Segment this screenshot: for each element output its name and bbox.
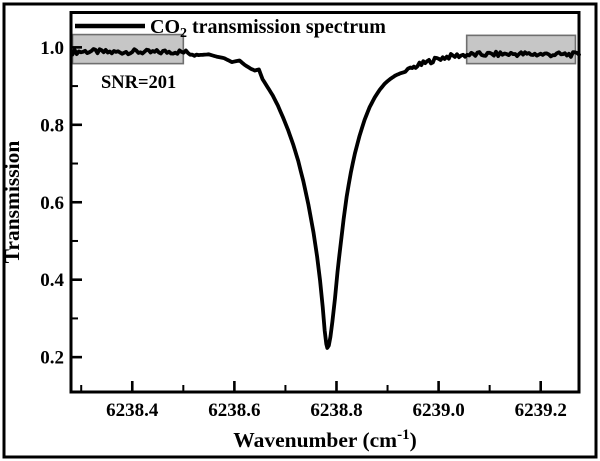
snr-annotation: SNR=201 bbox=[101, 73, 176, 93]
spectrum-curve bbox=[70, 47, 581, 350]
y-axis-title: Transmission bbox=[0, 141, 24, 264]
spectrum-line-path bbox=[70, 47, 581, 350]
plot-border bbox=[69, 11, 581, 394]
x-tick-label: 6238.4 bbox=[106, 400, 159, 421]
y-tick-label: 0.4 bbox=[40, 270, 64, 291]
x-tick-label: 6239.0 bbox=[412, 400, 464, 421]
x-tick-label: 6238.8 bbox=[310, 400, 362, 421]
axis-tick-labels: 6238.4 6238.6 6238.8 6239.0 6239.2 1.0 0.8 0.6 0… bbox=[40, 38, 567, 421]
y-tick-label: 0.8 bbox=[40, 115, 64, 136]
y-tick-label: 0.6 bbox=[40, 193, 64, 214]
y-tick-label: 0.2 bbox=[40, 348, 64, 369]
legend-label: CO2 transmission spectrum bbox=[150, 16, 386, 41]
axis-ticks bbox=[72, 46, 543, 391]
x-axis-title: Wavenumber (cm-1) bbox=[233, 427, 417, 452]
baseline-noise-region-left bbox=[71, 33, 185, 65]
x-tick-label: 6238.6 bbox=[208, 400, 260, 421]
legend: CO2 transmission spectrum bbox=[75, 16, 386, 41]
baseline-noise-region-right bbox=[465, 34, 577, 65]
y-tick-label: 1.0 bbox=[40, 38, 64, 59]
x-tick-label: 6239.2 bbox=[515, 400, 567, 421]
